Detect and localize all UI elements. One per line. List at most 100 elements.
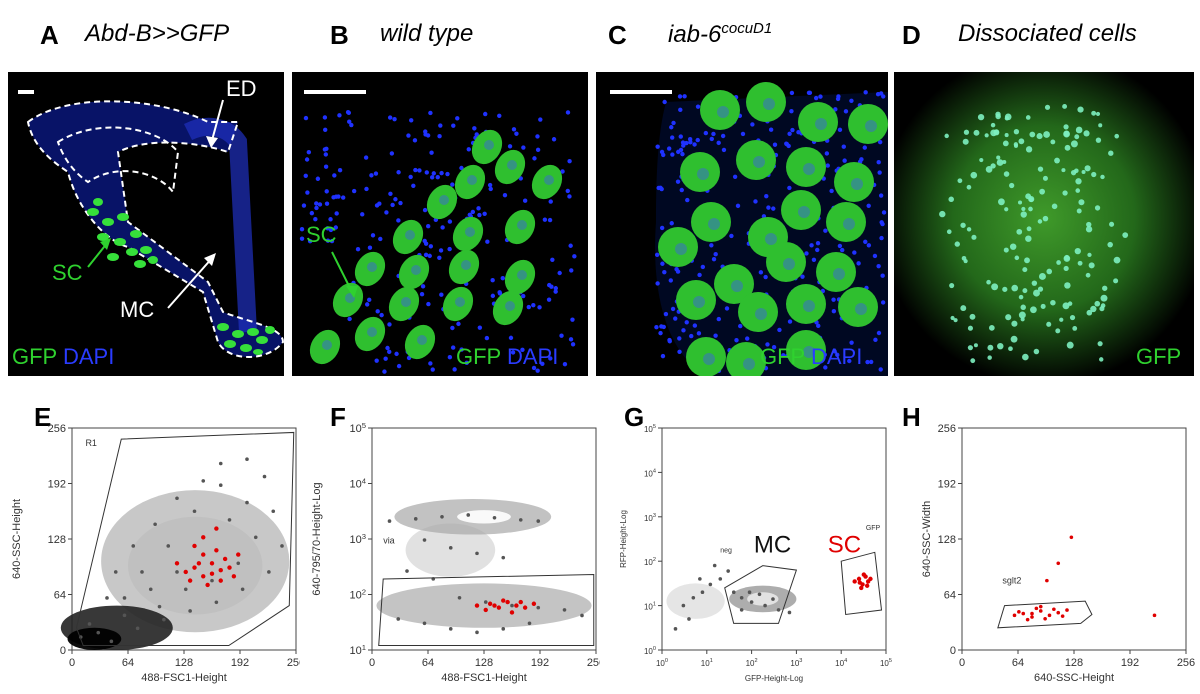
cell-nucleus — [743, 358, 755, 370]
dapi-nucleus — [758, 270, 764, 275]
dissociated-cell — [1009, 243, 1017, 250]
dapi-nucleus — [377, 201, 382, 206]
tick-label: 103 — [644, 513, 656, 523]
dapi-nucleus — [677, 349, 682, 354]
tick-label: 103 — [790, 658, 802, 668]
dissociated-cell — [1003, 247, 1009, 253]
cell-nucleus — [803, 163, 815, 175]
dissociated-cell — [1066, 341, 1074, 349]
dapi-nucleus — [753, 199, 758, 204]
data-point — [747, 590, 752, 595]
dapi-nucleus — [777, 327, 782, 333]
dissociated-cell — [1091, 110, 1097, 116]
dissociated-cell — [1010, 335, 1018, 343]
data-point — [757, 592, 762, 597]
dapi-nucleus — [388, 191, 393, 197]
data-point — [496, 605, 502, 610]
data-point — [475, 630, 479, 635]
dissociated-cell — [1018, 311, 1026, 319]
dissociated-cell — [1063, 265, 1069, 272]
dapi-nucleus — [336, 194, 341, 199]
dissociated-cell — [1054, 157, 1060, 164]
data-point — [698, 577, 702, 581]
data-point — [231, 574, 237, 579]
dissociated-cell — [1002, 286, 1008, 292]
dapi-nucleus — [696, 331, 702, 336]
data-point — [466, 513, 471, 517]
data-point — [726, 569, 730, 573]
dissociated-cell — [996, 159, 1004, 166]
dapi-nucleus — [787, 131, 792, 136]
dissociated-cell — [1098, 123, 1103, 128]
dapi-nucleus — [466, 147, 471, 152]
dapi-nucleus — [689, 333, 694, 339]
dapi-nucleus — [387, 115, 393, 120]
data-point — [240, 587, 245, 592]
dapi-nucleus — [865, 359, 870, 365]
gate-label: neg — [720, 547, 732, 554]
data-point — [492, 515, 497, 520]
cell-nucleus — [517, 220, 527, 230]
dissociated-cell — [1114, 133, 1120, 139]
channel-gfp-d: GFP — [1136, 344, 1182, 369]
data-point — [218, 568, 223, 573]
dapi-nucleus — [866, 203, 871, 209]
dissociated-cell — [1086, 309, 1093, 316]
data-point — [787, 610, 792, 615]
dapi-nucleus — [431, 171, 436, 176]
cell-nucleus — [783, 258, 795, 270]
dissociated-cell — [960, 222, 966, 228]
dapi-nucleus — [490, 277, 495, 283]
tick-label: 0 — [60, 645, 66, 657]
channel-legend-a: GFP DAPI — [12, 344, 114, 370]
dapi-nucleus — [572, 254, 577, 259]
data-point — [405, 569, 409, 573]
dapi-nucleus — [483, 111, 488, 117]
dapi-nucleus — [873, 337, 878, 343]
dapi-nucleus — [816, 323, 821, 329]
dissociated-cell — [990, 122, 996, 128]
sc-arrowhead-a — [100, 238, 111, 250]
dissociated-cell — [1094, 300, 1101, 307]
cell-nucleus — [693, 296, 705, 308]
channel-dapi-c: DAPI — [810, 344, 863, 369]
cell-nucleus — [851, 178, 863, 190]
dissociated-cell — [1004, 133, 1009, 138]
dapi-nucleus — [831, 297, 836, 302]
dapi-nucleus — [521, 293, 526, 299]
dapi-nucleus — [815, 247, 820, 253]
panel-label-e: E — [34, 402, 52, 432]
data-point — [475, 551, 479, 556]
dapi-nucleus — [863, 239, 868, 245]
dapi-nucleus — [709, 136, 714, 142]
dapi-nucleus — [681, 328, 686, 333]
dapi-nucleus — [570, 342, 576, 347]
dapi-nucleus — [322, 115, 328, 120]
tick-label: 192 — [531, 657, 549, 669]
cell-nucleus — [843, 218, 855, 230]
data-point — [192, 565, 197, 570]
cell-nucleus — [675, 243, 687, 255]
data-point — [739, 595, 744, 600]
data-point — [222, 556, 228, 562]
dapi-nucleus — [472, 126, 477, 131]
data-point — [1017, 610, 1021, 614]
dissociated-cell — [1004, 113, 1012, 121]
dapi-nucleus — [451, 123, 456, 128]
dapi-nucleus — [349, 122, 354, 128]
dissociated-cell — [998, 198, 1005, 206]
dapi-nucleus — [551, 137, 557, 142]
data-point — [218, 578, 223, 583]
dissociated-cell — [966, 227, 972, 232]
dapi-nucleus — [439, 292, 444, 297]
dapi-nucleus — [813, 95, 819, 101]
dissociated-cell — [970, 171, 978, 179]
data-point — [236, 561, 241, 566]
data-point — [580, 613, 584, 618]
dapi-nucleus — [745, 336, 750, 341]
panel-label-c: C — [608, 20, 627, 50]
dapi-nucleus — [823, 228, 828, 233]
dapi-nucleus — [333, 225, 339, 230]
cell-nucleus — [865, 120, 877, 132]
dapi-nucleus — [369, 173, 374, 178]
